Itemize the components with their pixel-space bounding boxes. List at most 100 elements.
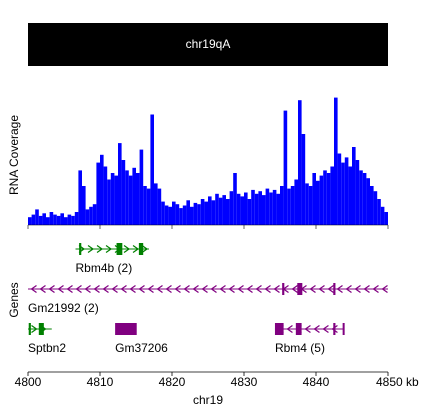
strand-arrow bbox=[201, 285, 208, 293]
coverage-bar bbox=[89, 206, 93, 225]
coverage-bar bbox=[107, 179, 111, 225]
coverage-bar bbox=[236, 193, 241, 225]
coverage-bar bbox=[67, 214, 72, 225]
exon bbox=[79, 243, 82, 255]
coverage-bar bbox=[226, 199, 230, 225]
coverage-bar bbox=[82, 186, 86, 225]
strand-arrow bbox=[147, 285, 154, 293]
coverage-bar bbox=[247, 199, 252, 225]
strand-arrow bbox=[132, 245, 140, 253]
strand-arrow bbox=[156, 285, 163, 293]
strand-arrow bbox=[264, 285, 271, 293]
coverage-bar bbox=[269, 192, 273, 225]
strand-arrow bbox=[105, 245, 113, 253]
coverage-bar bbox=[312, 173, 316, 225]
strand-arrow bbox=[111, 285, 118, 293]
coverage-bar bbox=[301, 134, 306, 225]
strand-arrow bbox=[183, 285, 190, 293]
coverage-bar bbox=[272, 189, 277, 225]
strand-arrow bbox=[210, 285, 217, 293]
coverage-bar bbox=[204, 201, 208, 225]
coverage-bar bbox=[150, 114, 154, 225]
ideogram-label: chr19qA bbox=[186, 37, 231, 51]
coverage-bar bbox=[334, 97, 338, 225]
strand-arrow bbox=[327, 285, 334, 293]
strand-arrow bbox=[273, 285, 280, 293]
strand-arrow bbox=[322, 325, 329, 333]
x-tick-label: 4810 bbox=[87, 375, 114, 389]
exon bbox=[138, 243, 144, 255]
coverage-bar bbox=[308, 186, 313, 225]
coverage-bar bbox=[341, 162, 345, 225]
coverage-bar bbox=[222, 195, 226, 225]
coverage-bar bbox=[337, 153, 342, 225]
coverage-bar bbox=[168, 206, 172, 225]
coverage-bar bbox=[161, 201, 165, 225]
y-axis-label: RNA Coverage bbox=[7, 115, 21, 195]
coverage-bar bbox=[78, 170, 82, 225]
coverage-bar bbox=[96, 162, 100, 225]
gene-label: Gm37206 bbox=[115, 341, 168, 355]
coverage-bar bbox=[182, 205, 187, 225]
coverage-bar bbox=[128, 175, 133, 225]
coverage-bar bbox=[240, 196, 244, 225]
coverage-bar bbox=[193, 202, 198, 225]
coverage-bar bbox=[186, 200, 190, 225]
strand-arrow bbox=[318, 285, 325, 293]
coverage-bar bbox=[316, 180, 320, 225]
strand-arrow bbox=[304, 325, 311, 333]
coverage-bar bbox=[172, 201, 176, 225]
exon bbox=[333, 323, 336, 335]
strand-arrow bbox=[309, 285, 316, 293]
coverage-bar bbox=[136, 173, 140, 225]
gene-label: Rbm4 (5) bbox=[275, 341, 325, 355]
coverage-bar bbox=[179, 208, 183, 225]
exon bbox=[38, 323, 44, 335]
coverage-bar bbox=[283, 110, 288, 225]
coverage-bar bbox=[208, 196, 212, 225]
coverage-bar bbox=[348, 166, 352, 225]
x-tick-label: 4840 bbox=[303, 375, 330, 389]
exon bbox=[295, 323, 302, 335]
coverage-bar bbox=[132, 167, 136, 225]
x-tick-label: 4820 bbox=[159, 375, 186, 389]
strand-arrow bbox=[255, 285, 262, 293]
coverage-bar bbox=[344, 157, 349, 225]
strand-arrow bbox=[93, 285, 100, 293]
strand-arrow bbox=[381, 285, 388, 293]
coverage-bar bbox=[85, 209, 90, 225]
ideogram-band bbox=[28, 23, 388, 66]
coverage-bar bbox=[175, 204, 180, 225]
coverage-bar bbox=[60, 213, 64, 225]
coverage-bar bbox=[157, 188, 162, 225]
x-axis-label: chr19 bbox=[193, 393, 223, 407]
coverage-bar bbox=[370, 186, 374, 225]
strand-arrow bbox=[96, 245, 104, 253]
coverage-bar bbox=[377, 199, 381, 225]
strand-arrow bbox=[354, 285, 361, 293]
exon bbox=[274, 323, 284, 335]
coverage-bar bbox=[46, 217, 50, 225]
coverage-bar bbox=[233, 173, 237, 225]
strand-arrow bbox=[129, 285, 136, 293]
coverage-bar bbox=[31, 214, 36, 225]
strand-arrow bbox=[87, 245, 95, 253]
strand-arrow bbox=[192, 285, 199, 293]
strand-arrow bbox=[372, 285, 379, 293]
coverage-bar bbox=[143, 186, 147, 225]
coverage-bar bbox=[294, 179, 298, 225]
coverage-bar bbox=[362, 173, 367, 225]
coverage-bar bbox=[265, 188, 270, 225]
coverage-bar bbox=[254, 193, 259, 225]
coverage-bar bbox=[229, 191, 234, 225]
coverage-bar bbox=[200, 199, 205, 225]
coverage-bar bbox=[154, 183, 158, 225]
coverage-bar bbox=[218, 197, 223, 225]
coverage-bar bbox=[35, 209, 39, 225]
coverage-bar bbox=[258, 191, 262, 225]
x-tick-label: 4850 kb bbox=[376, 375, 419, 389]
x-tick-label: 4800 bbox=[15, 375, 42, 389]
coverage-bar bbox=[164, 205, 169, 225]
coverage-bar bbox=[53, 214, 57, 225]
coverage-bar bbox=[287, 188, 291, 225]
